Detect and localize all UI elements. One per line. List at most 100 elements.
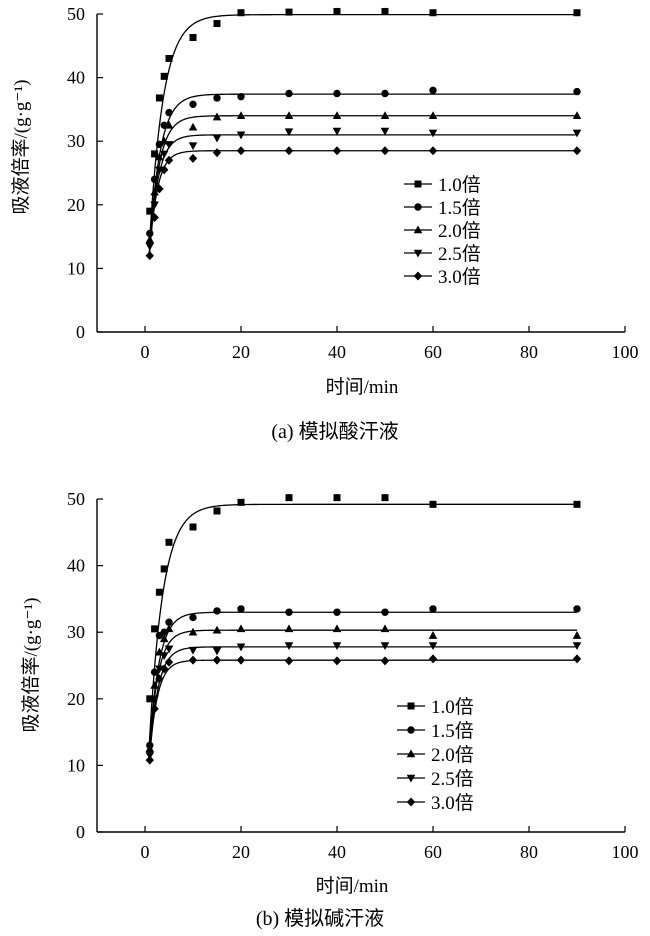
panel-b-data-point [428,631,438,639]
panel-a-data-point [332,146,342,156]
panel-b-data-point [160,565,168,573]
panel-b-data-point [151,625,159,633]
panel-b-data-point [236,624,246,633]
panel-b-data-point [213,607,221,615]
panel-b-legend-label: 2.0倍 [431,744,474,766]
panel-a-legend-label: 1.5倍 [438,197,481,219]
panel-a-fit-curve [148,93,577,253]
panel-a-data-point [160,165,169,175]
panel-a-fit-curves [148,13,577,257]
panel-a-data-point [213,94,221,102]
panel-a-data-point [159,150,169,159]
panel-a-data-point [155,152,164,161]
panel-a-data-point [332,111,342,120]
panel-b-xlabel: 时间/min [316,875,389,897]
panel-a-fit-curve [148,115,577,254]
panel-b-y-tick-label: 10 [67,755,85,775]
panel-a-axes: 0 20 40 60 80 100 0 10 20 30 40 50 [67,4,639,362]
panel-a-data-point [284,146,294,156]
panel-b-data-point [150,695,159,704]
panel-a-legend: 1.0倍1.5倍2.0倍2.5倍3.0倍 [404,174,481,288]
panel-b-y-tick-label: 40 [67,556,85,576]
panel-a-data-point [333,7,341,15]
panel-a-data-point [237,92,245,101]
panel-b-caption: (b) 模拟碱汗液 [256,907,384,930]
panel-b-data-point [165,538,173,546]
panel-a-data-point [380,127,390,136]
panel-a-caption: (a) 模拟酸汗液 [271,420,398,443]
panel-a-data-points [145,7,582,261]
panel-a-legend-label: 2.0倍 [438,220,481,242]
panel-b-x-tick-label: 40 [328,842,346,862]
panel-a-data-point [145,235,155,244]
panel-b-fit-curve [148,629,577,754]
panel-a-data-point [429,86,437,95]
panel-a-data-point [573,9,581,17]
panel-a-legend-marker [414,180,422,188]
panel-b-fit-curve [148,611,577,753]
panel-a-data-point [212,112,222,121]
panel-b-data-point [380,624,390,633]
panel-b-data-point [155,674,164,684]
panel-b-data-point [333,608,341,616]
panel-a-data-point [332,127,342,136]
panel-b-data-point [572,654,582,664]
panel-a-data-point [189,100,197,109]
panel-a-data-point [164,155,174,165]
panel-b-x-tick-label: 0 [141,842,150,862]
panel-b-data-point [236,643,246,652]
panel-b-axes: 0 20 40 60 80 100 0 10 20 30 40 50 [67,489,639,862]
panel-a-fit-curve [148,150,577,257]
panel-a-data-point [428,111,438,120]
panel-a-data-point [573,87,581,96]
panel-a-data-point [284,128,294,137]
panel-b-data-point [188,646,198,655]
panel-b-data-point [573,500,581,508]
panel-a-data-point [381,89,389,98]
panel-a-legend-label: 3.0倍 [438,266,481,288]
panel-a-xlabel: 时间/min [326,376,399,398]
panel-a-data-point [146,229,154,238]
panel-b-data-point [284,656,294,666]
panel-a-data-point [380,111,390,120]
panel-a-data-point [164,120,174,129]
panel-a: 0 20 40 60 80 100 0 10 20 30 40 50 1.0倍1.5倍2.0倍2.5倍… [10,4,639,443]
panel-a-data-point [189,34,197,42]
panel-a-legend-label: 2.5倍 [438,243,481,265]
panel-a-data-point [213,20,221,28]
panel-a-legend-label: 1.0倍 [438,174,481,196]
panel-a-data-point [165,55,173,63]
panel-a-data-point [380,146,390,156]
panel-a-data-point [428,146,438,156]
panel-b-data-point [429,605,437,613]
panel-a-x-tick-label: 80 [520,342,538,362]
panel-b-data-point [332,656,342,666]
panel-b-legend-label: 2.5倍 [431,768,474,790]
panel-b-legend-label: 1.5倍 [431,720,474,742]
panel-b-data-point [572,631,582,639]
panel-a-data-point [572,129,582,138]
panel-a-data-point [146,207,154,215]
panel-a-legend-marker [413,249,423,258]
panel-b-legend-marker [407,726,415,734]
panel-a-fit-curve [148,13,577,247]
panel-a-data-point [188,122,198,131]
panel-b-y-tick-label: 30 [67,622,85,642]
panel-b-data-point [573,605,581,613]
panel-a-data-point [212,148,222,158]
panel-b-data-point [236,655,246,665]
panel-a-data-point [145,242,155,251]
panel-a-x-tick-label: 20 [232,342,250,362]
panel-a-data-point [150,175,159,184]
panel-b-data-point [150,704,159,714]
panel-a-data-point [381,7,389,15]
panel-a-x-tick-label: 0 [141,342,150,362]
panel-a-data-point [429,9,437,17]
panel-b-data-point [145,744,155,753]
panel-a-x-tick-label: 40 [328,342,346,362]
panel-a-y-tick-label: 30 [67,131,85,151]
panel-a-y-tick-label: 10 [67,258,85,278]
panel-a-data-point [572,146,582,156]
panel-b-legend: 1.0倍1.5倍2.0倍2.5倍3.0倍 [397,696,474,814]
